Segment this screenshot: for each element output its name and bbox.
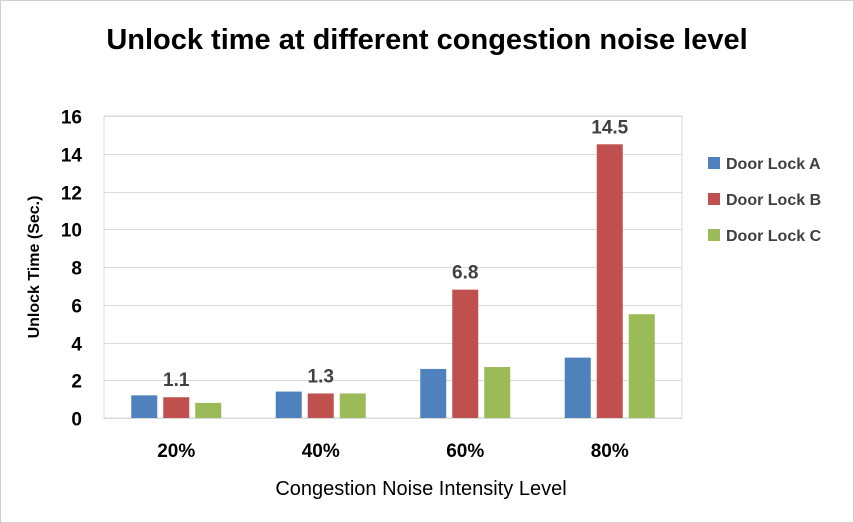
data-label: 1.1 (163, 370, 190, 391)
x-tick-label: 80% (591, 441, 629, 462)
y-tick-label: 4 (71, 335, 82, 356)
bar (564, 357, 591, 418)
chart-title: Unlock time at different congestion nois… (106, 24, 747, 56)
bar (420, 368, 447, 418)
data-label: 1.3 (308, 366, 334, 387)
legend-swatch (708, 157, 720, 169)
legend-swatch (708, 193, 720, 205)
x-tick-label: 40% (302, 441, 340, 462)
bar (275, 391, 302, 418)
legend-swatch (708, 229, 720, 241)
y-tick-label: 2 (71, 372, 82, 393)
bar (163, 397, 190, 418)
legend: Door Lock A Door Lock B Door Lock C (708, 156, 822, 245)
bar (596, 144, 623, 418)
x-tick-label: 20% (157, 441, 195, 462)
bar (131, 395, 158, 418)
x-tick-label: 60% (446, 441, 484, 462)
legend-entry: Door Lock A (726, 156, 821, 173)
data-label: 14.5 (591, 117, 628, 138)
y-tick-label: 10 (61, 221, 82, 242)
y-tick-label: 0 (71, 410, 82, 431)
bar (339, 393, 366, 418)
bar (195, 402, 222, 418)
bar (307, 393, 334, 418)
bar (452, 289, 479, 418)
y-tick-label: 8 (71, 259, 82, 280)
legend-entry: Door Lock B (726, 192, 821, 209)
legend-entry: Door Lock C (726, 228, 822, 245)
y-tick-label: 14 (61, 146, 83, 167)
x-axis-label: Congestion Noise Intensity Level (275, 478, 566, 500)
bar (484, 367, 511, 418)
plot-area: 0 2 4 6 8 10 12 14 16 20% 40% 60% 80% 1.1 1.3 6.8 14.5 (61, 108, 683, 462)
data-label: 6.8 (452, 263, 478, 284)
y-axis-label: Unlock Time (Sec.) (26, 196, 43, 339)
y-tick-label: 12 (61, 184, 82, 205)
y-tick-label: 6 (71, 297, 82, 318)
bar (628, 314, 655, 418)
y-tick-label: 16 (61, 108, 82, 129)
